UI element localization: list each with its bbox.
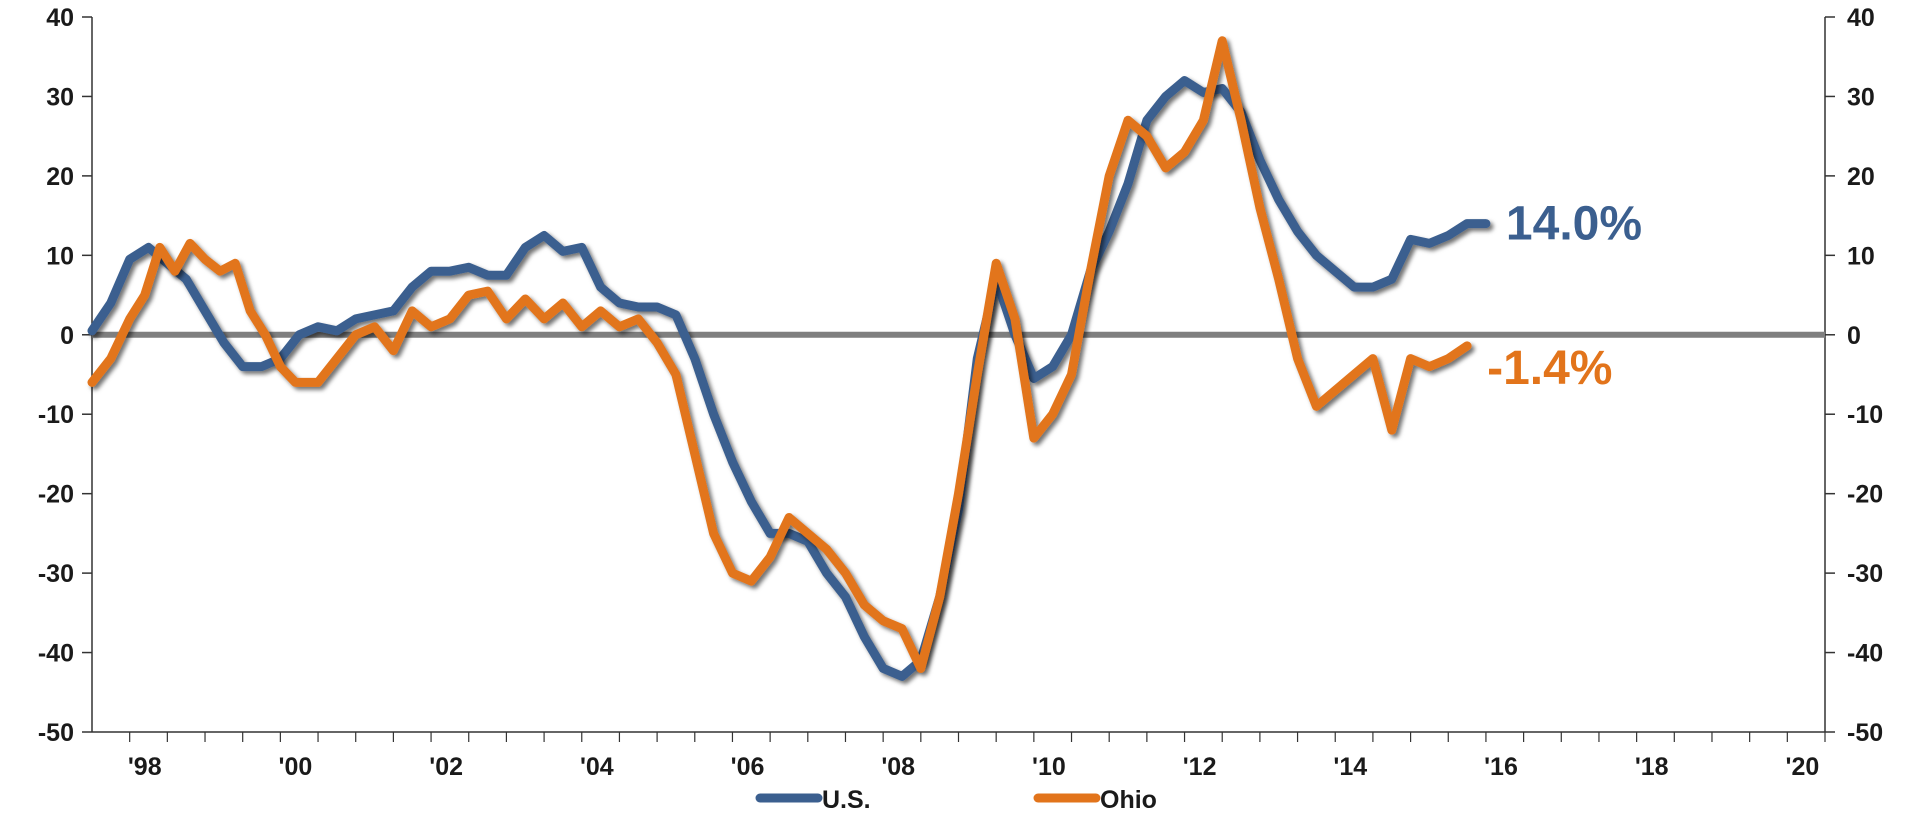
y-tick-label-right: 40 [1847,4,1875,32]
legend-label: Ohio [1100,786,1157,813]
y-tick-label-right: -40 [1847,640,1883,668]
y-tick-label-right: -50 [1847,719,1883,747]
chart-axes: 40 40 30 30 20 20 10 10 0 0 -10 -10 -20 -20 -30 -30 -40 -… [38,4,1883,781]
y-tick-label-left: -50 [38,719,74,747]
x-tick-label: '06 [731,753,765,781]
x-tick-label: '08 [881,753,915,781]
series-line-us [87,76,1491,681]
end-labels-layer: 14.0% -1.4% [1487,198,1642,395]
y-tick-label-left: 0 [60,322,74,350]
y-tick-label-left: -40 [38,640,74,668]
y-tick-label-right: -10 [1847,401,1883,429]
y-tick-label-right: 0 [1847,322,1861,350]
y-tick-label-left: 20 [46,163,74,191]
y-tick-label-right: 30 [1847,83,1875,111]
series-line-ohio [87,36,1472,673]
x-tick-label: '16 [1484,753,1518,781]
x-tick-label: '12 [1183,753,1217,781]
legend: U.S. Ohio [755,786,1157,813]
legend-label: U.S. [822,786,871,813]
y-tick-label-right: -20 [1847,481,1883,509]
y-tick-label-left: -30 [38,560,74,588]
x-tick-label: '00 [279,753,313,781]
end-label-ohio: -1.4% [1487,342,1612,395]
x-tick-label: '18 [1635,753,1669,781]
y-tick-label-left: -20 [38,481,74,509]
y-tick-label-right: 10 [1847,242,1875,270]
x-tick-label: '02 [429,753,463,781]
x-tick-label: '98 [128,753,162,781]
x-tick-label: '04 [580,753,614,781]
y-tick-label-left: 40 [46,4,74,32]
x-tick-label: '20 [1786,753,1820,781]
y-tick-label-right: 20 [1847,163,1875,191]
series-layer [87,36,1491,681]
y-tick-label-left: 30 [46,83,74,111]
y-tick-label-left: 10 [46,242,74,270]
x-tick-label: '14 [1333,753,1367,781]
x-tick-label: '10 [1032,753,1066,781]
end-label-us: 14.0% [1506,198,1642,251]
y-tick-label-right: -30 [1847,560,1883,588]
y-tick-label-left: -10 [38,401,74,429]
